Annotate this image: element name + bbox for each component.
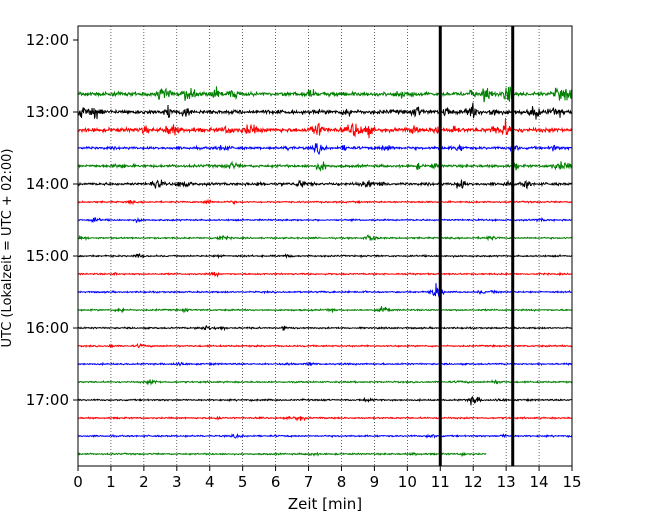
x-tick-label: 12: [464, 473, 483, 491]
x-tick-label: 0: [73, 473, 83, 491]
seismic-trace: [77, 361, 573, 367]
x-axis-label: Zeit [min]: [288, 495, 362, 513]
x-axis: 0 1 2 3 4 5 6 7 8 9 10 11 12 13 14 15: [73, 466, 582, 491]
seismic-trace: [77, 253, 573, 260]
seismic-trace: [77, 378, 573, 386]
x-tick-label: 5: [238, 473, 248, 491]
seismic-trace: [77, 143, 573, 156]
y-tick-label: 13:00: [26, 103, 69, 121]
seismic-trace: [77, 306, 573, 314]
x-tick-label: 8: [337, 473, 347, 491]
grid-layer: [110, 26, 540, 466]
x-tick-label: 9: [370, 473, 380, 491]
plot-frame: [77, 25, 573, 467]
seismic-trace: [77, 198, 573, 206]
seismic-trace: [77, 342, 572, 349]
seismic-trace: [77, 325, 573, 332]
x-tick-label: 6: [271, 473, 281, 491]
seismic-trace: [77, 234, 573, 242]
y-tick-label: 12:00: [26, 31, 69, 49]
x-tick-label: 4: [205, 473, 215, 491]
seismic-trace: [77, 433, 572, 439]
x-tick-label: 10: [398, 473, 417, 491]
seismic-trace: [77, 451, 487, 458]
x-tick-label: 11: [431, 473, 450, 491]
seismic-trace: [77, 160, 573, 172]
seismic-trace: [77, 86, 573, 103]
x-tick-label: 15: [562, 473, 581, 491]
seismic-trace: [77, 179, 573, 190]
seismic-trace: [77, 283, 572, 298]
y-tick-label: 15:00: [26, 247, 69, 265]
x-tick-label: 13: [497, 473, 516, 491]
seismic-trace: [77, 102, 573, 120]
seismic-trace: [77, 216, 573, 224]
marker-layer: [438, 26, 515, 466]
y-tick-label: 17:00: [26, 391, 69, 409]
seismic-trace: [77, 415, 573, 422]
y-axis-label: UTC (Lokalzeit = UTC + 02:00): [0, 149, 15, 348]
x-tick-label: 2: [139, 473, 149, 491]
seismic-trace: [77, 118, 572, 139]
x-tick-label: 1: [106, 473, 116, 491]
x-tick-label: 7: [304, 473, 314, 491]
trace-layer: [77, 86, 573, 458]
seismic-trace: [77, 396, 573, 406]
y-tick-label: 16:00: [26, 319, 69, 337]
y-axis: 12:00 13:00 14:00 15:00 16:00 17:00: [26, 31, 78, 409]
y-tick-label: 14:00: [26, 175, 69, 193]
seismic-trace: [77, 271, 573, 279]
x-tick-label: 3: [172, 473, 182, 491]
x-tick-label: 14: [530, 473, 549, 491]
